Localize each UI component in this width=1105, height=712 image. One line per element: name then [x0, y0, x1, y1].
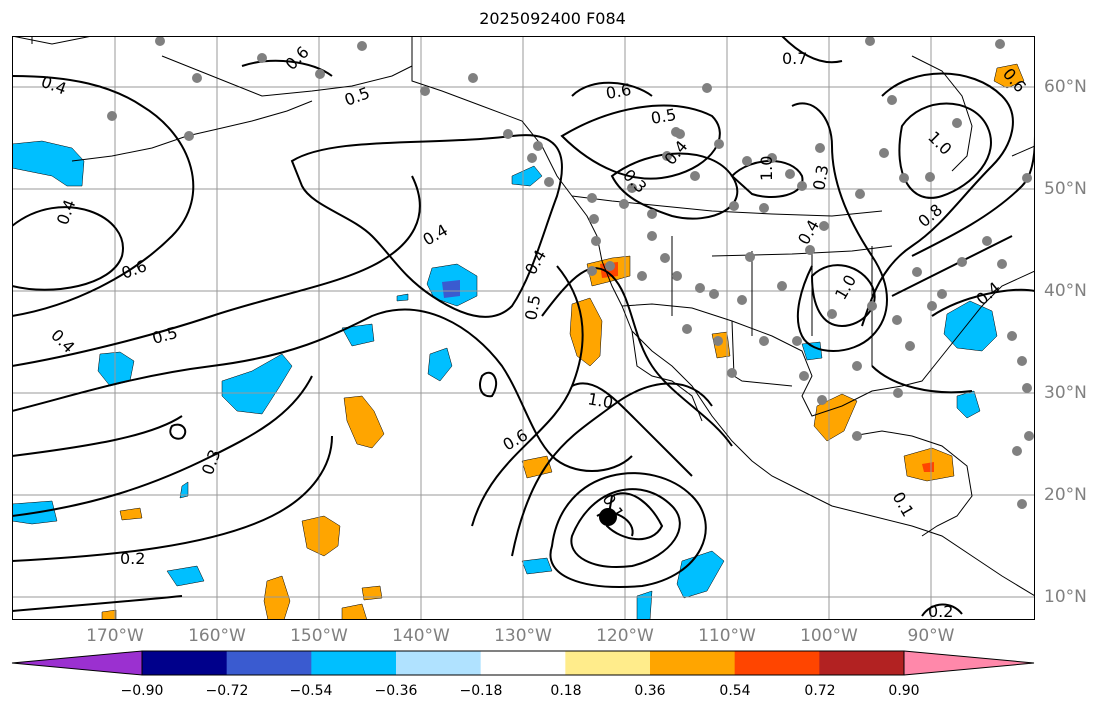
coastlines	[12, 36, 1035, 597]
map-panel: 0.4 0.6 0.5 0.4 0.6 0.5 0.4 0.3 0.2 0.4 …	[12, 36, 1035, 620]
colorbar-tick: −0.18	[459, 683, 503, 699]
map-title: 2025092400 F084	[479, 9, 626, 28]
lat-label-10n: 10°N	[1044, 587, 1087, 607]
colorbar-tick: −0.90	[120, 683, 164, 699]
contour-label: 0.3	[809, 163, 832, 191]
lon-label-130w: 130°W	[494, 626, 552, 646]
colorbar-tick: −0.72	[205, 683, 249, 699]
lon-label-160w: 160°W	[188, 626, 246, 646]
colorbar-segment	[904, 651, 1034, 675]
colorbar-tick: 0.18	[550, 683, 582, 699]
contours	[12, 36, 1035, 617]
lat-label-50n: 50°N	[1044, 179, 1087, 199]
lat-label-60n: 60°N	[1044, 77, 1087, 97]
lat-label-40n: 40°N	[1044, 281, 1087, 301]
colorbar	[11, 650, 1035, 676]
lon-label-90w: 90°W	[907, 626, 955, 646]
colorbar-tick: 0.90	[888, 683, 920, 699]
colorbar-segment	[396, 651, 482, 675]
colorbar-segment	[565, 651, 651, 675]
contour-label: 0.2	[928, 602, 953, 620]
contour-label: 1.0	[586, 389, 614, 412]
anomaly-shading	[12, 63, 1025, 620]
colorbar-tick: 0.36	[634, 683, 666, 699]
contour-label: 0.6	[604, 80, 632, 103]
gridlines	[12, 36, 1035, 620]
colorbar-segment	[734, 651, 820, 675]
colorbar-segment	[480, 651, 566, 675]
colorbar-segment	[650, 651, 736, 675]
contour-label: 0.5	[649, 105, 677, 128]
colorbar-tick: −0.36	[374, 683, 418, 699]
colorbar-tick: 0.54	[719, 683, 751, 699]
contour-labels: 0.4 0.6 0.5 0.4 0.6 0.5 0.4 0.3 0.2 0.4 …	[39, 42, 1030, 620]
lon-label-170w: 170°W	[86, 626, 144, 646]
lat-label-30n: 30°N	[1044, 383, 1087, 403]
colorbar-tick: −0.54	[289, 683, 333, 699]
lon-label-150w: 150°W	[290, 626, 348, 646]
contour-label: 1.0	[757, 156, 776, 181]
station-dots	[107, 36, 1034, 509]
lon-label-140w: 140°W	[392, 626, 450, 646]
contour-label: 0.2	[120, 549, 145, 568]
colorbar-segment	[226, 651, 312, 675]
contour-label: 0.7	[782, 49, 807, 68]
colorbar-segment	[142, 651, 228, 675]
lon-label-100w: 100°W	[800, 626, 858, 646]
colorbar-segment	[12, 651, 142, 675]
lon-label-110w: 110°W	[698, 626, 756, 646]
contour-label: 0.5	[521, 293, 544, 321]
colorbar-segment	[311, 651, 397, 675]
storm-center-marker	[599, 508, 617, 526]
colorbar-segment	[819, 651, 905, 675]
colorbar-tick: 0.72	[804, 683, 836, 699]
lon-label-120w: 120°W	[596, 626, 654, 646]
lat-label-20n: 20°N	[1044, 485, 1087, 505]
